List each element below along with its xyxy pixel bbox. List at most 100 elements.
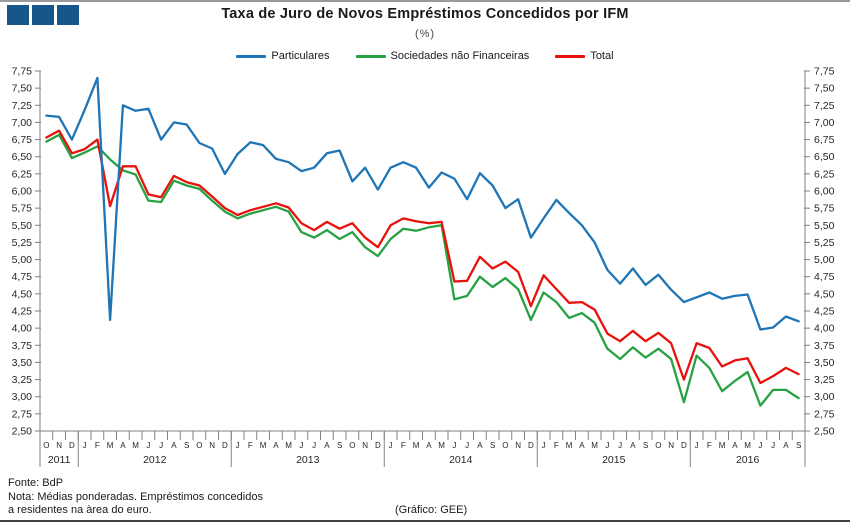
legend-item-total: Total bbox=[555, 50, 614, 62]
y-axis-label-right: 2,50 bbox=[814, 426, 835, 438]
month-label: O bbox=[502, 441, 508, 450]
month-label: A bbox=[324, 441, 330, 450]
y-axis-label-right: 6,25 bbox=[814, 168, 835, 180]
month-label: N bbox=[515, 441, 521, 450]
y-axis-label-left: 4,50 bbox=[12, 288, 33, 300]
month-label: A bbox=[477, 441, 483, 450]
y-axis-label-right: 4,50 bbox=[814, 288, 835, 300]
month-label: M bbox=[744, 441, 751, 450]
y-axis-label-right: 7,75 bbox=[814, 66, 835, 78]
y-axis-label-right: 5,50 bbox=[814, 220, 835, 232]
month-label: O bbox=[43, 441, 49, 450]
legend-label: Total bbox=[590, 50, 614, 62]
page-top-border bbox=[0, 0, 850, 2]
month-label: A bbox=[732, 441, 738, 450]
y-axis-label-right: 3,75 bbox=[814, 340, 835, 352]
month-label: D bbox=[681, 441, 687, 450]
month-label: J bbox=[605, 441, 609, 450]
y-axis-label-left: 7,25 bbox=[12, 100, 33, 112]
y-axis-label-right: 4,25 bbox=[814, 306, 835, 318]
legend-item-sociedades-nao-financeiras: Sociedades não Financeiras bbox=[355, 50, 529, 62]
logo-square bbox=[7, 5, 29, 25]
y-axis-label-left: 5,50 bbox=[12, 220, 33, 232]
month-label: O bbox=[196, 441, 202, 450]
year-label: 2011 bbox=[48, 454, 71, 466]
month-label: J bbox=[758, 441, 762, 450]
y-axis-label-left: 5,75 bbox=[12, 203, 33, 215]
y-axis-label-left: 4,00 bbox=[12, 323, 33, 335]
y-axis-label-right: 7,25 bbox=[814, 100, 835, 112]
month-label: M bbox=[438, 441, 445, 450]
chart-legend: Particulares Sociedades não Financeiras … bbox=[0, 48, 850, 64]
month-label: N bbox=[362, 441, 368, 450]
month-label: S bbox=[490, 441, 495, 450]
month-label: M bbox=[566, 441, 573, 450]
month-label: F bbox=[248, 441, 253, 450]
month-label: J bbox=[299, 441, 303, 450]
month-label: M bbox=[413, 441, 420, 450]
month-label: S bbox=[337, 441, 342, 450]
y-axis-label-right: 7,50 bbox=[814, 83, 835, 95]
month-label: S bbox=[796, 441, 801, 450]
source-line: Fonte: BdP bbox=[8, 477, 64, 489]
y-axis-label-left: 3,25 bbox=[12, 374, 33, 386]
y-axis-label-left: 7,75 bbox=[12, 66, 33, 78]
y-axis-label-left: 7,50 bbox=[12, 83, 33, 95]
year-label: 2013 bbox=[296, 454, 320, 466]
month-label: O bbox=[349, 441, 355, 450]
month-label: M bbox=[719, 441, 726, 450]
y-axis-label-left: 5,00 bbox=[12, 254, 33, 266]
y-axis-label-right: 5,75 bbox=[814, 203, 835, 215]
y-axis-label-right: 4,75 bbox=[814, 271, 835, 283]
month-label: M bbox=[285, 441, 292, 450]
y-axis-label-right: 3,50 bbox=[814, 357, 835, 369]
y-axis-label-left: 4,75 bbox=[12, 271, 33, 283]
graphic-credit: (Gráfico: GEE) bbox=[395, 504, 468, 516]
month-label: D bbox=[375, 441, 381, 450]
month-label: A bbox=[630, 441, 636, 450]
y-axis-label-right: 3,00 bbox=[814, 391, 835, 403]
y-axis-label-left: 2,50 bbox=[12, 426, 33, 438]
month-label: N bbox=[668, 441, 674, 450]
y-axis-label-left: 6,50 bbox=[12, 151, 33, 163]
legend-label: Particulares bbox=[271, 50, 330, 62]
y-axis-label-left: 7,00 bbox=[12, 117, 33, 129]
page-title: Taxa de Juro de Novos Empréstimos Conced… bbox=[221, 6, 629, 22]
y-axis-label-left: 3,00 bbox=[12, 391, 33, 403]
year-label: 2015 bbox=[602, 454, 626, 466]
month-label: J bbox=[146, 441, 150, 450]
month-label: J bbox=[83, 441, 87, 450]
month-label: J bbox=[695, 441, 699, 450]
y-axis-label-left: 5,25 bbox=[12, 237, 33, 249]
month-label: M bbox=[132, 441, 139, 450]
y-axis-label-left: 6,75 bbox=[12, 134, 33, 146]
month-label: F bbox=[554, 441, 559, 450]
legend-line-swatch-green bbox=[355, 54, 386, 58]
month-label: J bbox=[542, 441, 546, 450]
month-label: A bbox=[783, 441, 789, 450]
month-label: N bbox=[56, 441, 62, 450]
month-label: A bbox=[171, 441, 177, 450]
month-label: J bbox=[618, 441, 622, 450]
year-label: 2016 bbox=[736, 454, 760, 466]
month-label: F bbox=[401, 441, 406, 450]
year-label: 2014 bbox=[449, 454, 473, 466]
y-axis-label-left: 6,00 bbox=[12, 186, 33, 198]
source-note: Fonte: BdP Nota: Médias ponderadas. Empr… bbox=[8, 477, 263, 518]
month-label: S bbox=[184, 441, 189, 450]
month-label: O bbox=[655, 441, 661, 450]
month-label: A bbox=[273, 441, 279, 450]
y-axis-label-left: 4,25 bbox=[12, 306, 33, 318]
note-line-1: Nota: Médias ponderadas. Empréstimos con… bbox=[8, 490, 263, 503]
month-label: A bbox=[426, 441, 432, 450]
y-axis-label-right: 7,00 bbox=[814, 117, 835, 129]
y-axis-label-right: 4,00 bbox=[814, 323, 835, 335]
y-axis-label-right: 2,75 bbox=[814, 408, 835, 420]
series-line-sociedades-nao-financeiras bbox=[45, 133, 800, 407]
y-axis-label-right: 6,50 bbox=[814, 151, 835, 163]
month-label: M bbox=[591, 441, 598, 450]
chart-subtitle: (%) bbox=[414, 28, 436, 40]
logo bbox=[7, 5, 82, 25]
y-axis-label-left: 6,25 bbox=[12, 168, 33, 180]
